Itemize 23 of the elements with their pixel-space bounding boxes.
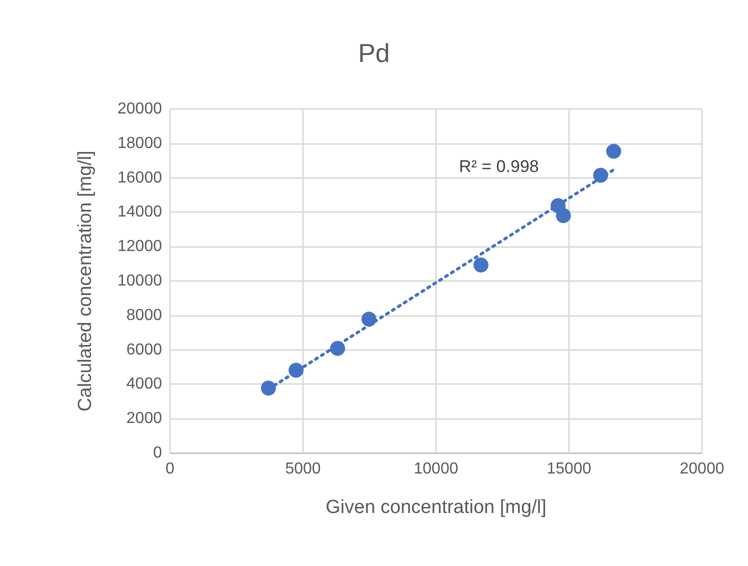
- point: [606, 144, 622, 159]
- y-tick-label: 2000: [126, 410, 162, 428]
- chart-title: Pd: [358, 38, 390, 68]
- y-tick-label: 16000: [118, 169, 162, 186]
- y-axis-title: Calculated concentration [mg/l]: [75, 150, 96, 412]
- y-tick-label: 0: [153, 444, 162, 462]
- y-tick-label: 14000: [118, 204, 162, 221]
- x-tick-label: 0: [166, 460, 175, 478]
- x-axis-title: Given concentration [mg/l]: [326, 497, 546, 518]
- y-tick-label: 20000: [118, 100, 162, 118]
- x-tick-label: 5000: [285, 460, 321, 478]
- x-tick-label: 20000: [680, 460, 724, 478]
- y-tick-label: 12000: [118, 238, 162, 256]
- point: [473, 258, 488, 272]
- y-tick-label: 10000: [118, 272, 162, 290]
- y-tick-label: 18000: [118, 134, 162, 152]
- y-tick-label: 8000: [126, 306, 162, 324]
- annotation: R² = 0.998: [459, 157, 539, 176]
- y-tick-label: 4000: [126, 376, 162, 393]
- y-tick-label: 6000: [126, 341, 162, 358]
- x-tick-label: 15000: [546, 460, 592, 478]
- x-tick-label: 10000: [414, 460, 458, 478]
- point: [556, 208, 571, 224]
